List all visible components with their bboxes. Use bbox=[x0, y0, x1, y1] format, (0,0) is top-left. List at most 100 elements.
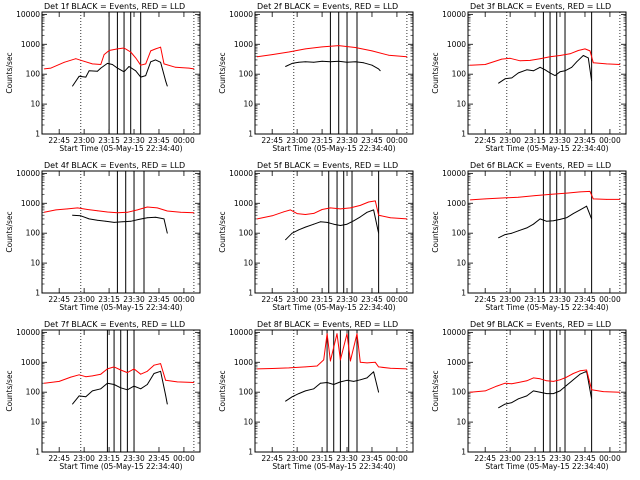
y-tick-label: 10000 bbox=[442, 328, 466, 337]
data-point bbox=[498, 237, 499, 239]
data-point bbox=[484, 198, 486, 200]
data-point bbox=[378, 214, 379, 216]
data-point bbox=[298, 229, 300, 231]
data-point bbox=[63, 61, 65, 63]
data-point bbox=[43, 211, 45, 213]
data-point bbox=[43, 382, 45, 384]
y-tick-label: 10000 bbox=[442, 169, 466, 178]
data-point bbox=[577, 50, 579, 51]
data-point bbox=[155, 48, 157, 50]
data-point bbox=[511, 402, 513, 403]
data-point bbox=[156, 207, 158, 209]
data-point bbox=[193, 212, 195, 214]
x-tick-label: 23:45 bbox=[574, 295, 596, 304]
data-point bbox=[554, 75, 556, 76]
x-tick-label: 00:00 bbox=[386, 136, 408, 145]
y-tick-label: 1000 bbox=[234, 358, 253, 367]
panel-title: Det 6f BLACK = Events, RED = LLD bbox=[470, 161, 611, 170]
data-point bbox=[406, 218, 408, 220]
x-axis-label: Start Time (05-May-15 22:34:40) bbox=[485, 303, 608, 312]
data-point bbox=[366, 211, 368, 213]
x-tick-label: 22:45 bbox=[474, 136, 496, 145]
data-point bbox=[321, 46, 323, 48]
panel-title: Det 3f BLACK = Events, RED = LLD bbox=[470, 2, 611, 11]
y-tick-label: 10 bbox=[30, 418, 40, 427]
x-tick-label: 00:00 bbox=[599, 454, 621, 463]
data-point bbox=[97, 219, 98, 221]
panel-9: Det 9f BLACK = Events, RED = LLD 1 10 100 10… bbox=[431, 320, 627, 471]
data-point bbox=[137, 209, 138, 211]
data-point bbox=[379, 70, 381, 72]
data-point bbox=[589, 50, 591, 52]
data-point bbox=[166, 403, 168, 405]
series-line-lld bbox=[44, 363, 194, 384]
series-line-events bbox=[498, 205, 593, 239]
y-axis-label: Counts/sec bbox=[431, 211, 440, 252]
plot-frame bbox=[41, 170, 201, 294]
data-point bbox=[389, 367, 391, 369]
data-point bbox=[321, 60, 323, 62]
plot-frame bbox=[467, 329, 627, 453]
x-tick-label: 22:45 bbox=[48, 454, 70, 463]
data-point bbox=[123, 47, 125, 49]
data-point bbox=[340, 208, 341, 210]
data-point bbox=[496, 385, 498, 387]
y-tick-label: 1 bbox=[248, 289, 253, 298]
x-axis-label: Start Time (05-May-15 22:34:40) bbox=[485, 462, 608, 471]
data-point bbox=[256, 368, 258, 370]
x-tick-label: 22:45 bbox=[261, 454, 283, 463]
data-point bbox=[371, 64, 373, 66]
data-point bbox=[87, 209, 88, 210]
data-point bbox=[165, 394, 167, 396]
data-point bbox=[350, 207, 351, 209]
data-point bbox=[549, 72, 551, 74]
data-point bbox=[130, 220, 132, 222]
data-point bbox=[122, 221, 123, 223]
data-point bbox=[374, 361, 376, 363]
data-point bbox=[359, 361, 361, 363]
data-point bbox=[504, 78, 506, 80]
y-tick-label: 10 bbox=[456, 100, 466, 109]
y-tick-label: 10 bbox=[243, 418, 253, 427]
series-line-lld bbox=[257, 200, 407, 220]
x-tick-label: 23:15 bbox=[311, 136, 333, 145]
data-point bbox=[256, 56, 258, 58]
data-point bbox=[291, 63, 293, 64]
data-point bbox=[321, 209, 323, 210]
data-point bbox=[72, 403, 73, 405]
data-point bbox=[606, 63, 607, 65]
data-point bbox=[504, 234, 506, 236]
data-point bbox=[155, 216, 157, 218]
x-tick-label: 00:00 bbox=[386, 454, 408, 463]
panel-4: Det 4f BLACK = Events, RED = LLD 1 10 100 10… bbox=[5, 161, 201, 312]
data-point bbox=[165, 80, 167, 82]
data-point bbox=[113, 366, 115, 368]
data-point bbox=[77, 207, 78, 209]
data-point bbox=[313, 223, 315, 225]
data-point bbox=[539, 218, 541, 220]
data-point bbox=[592, 198, 594, 200]
x-tick-label: 23:00 bbox=[286, 136, 308, 145]
data-point bbox=[193, 382, 195, 383]
y-tick-label: 1000 bbox=[21, 358, 40, 367]
data-point bbox=[529, 60, 531, 61]
data-point bbox=[166, 85, 168, 87]
data-point bbox=[350, 360, 351, 362]
data-point bbox=[619, 199, 621, 200]
panel-title: Det 8f BLACK = Events, RED = LLD bbox=[257, 320, 398, 329]
data-point bbox=[340, 359, 341, 361]
data-point bbox=[298, 61, 300, 63]
data-point bbox=[85, 76, 87, 78]
panel-3: Det 3f BLACK = Events, RED = LLD 1 10 100 10… bbox=[431, 2, 627, 153]
x-tick-label: 23:00 bbox=[73, 454, 95, 463]
plot-frame bbox=[254, 170, 414, 294]
data-point bbox=[587, 57, 589, 59]
data-point bbox=[145, 75, 147, 76]
y-tick-label: 10 bbox=[456, 418, 466, 427]
data-point bbox=[320, 221, 321, 223]
data-point bbox=[145, 63, 147, 65]
data-point bbox=[340, 225, 341, 226]
series-line-events bbox=[285, 60, 381, 72]
x-axis-label: Start Time (05-May-15 22:34:40) bbox=[272, 303, 395, 312]
data-point bbox=[359, 379, 361, 381]
